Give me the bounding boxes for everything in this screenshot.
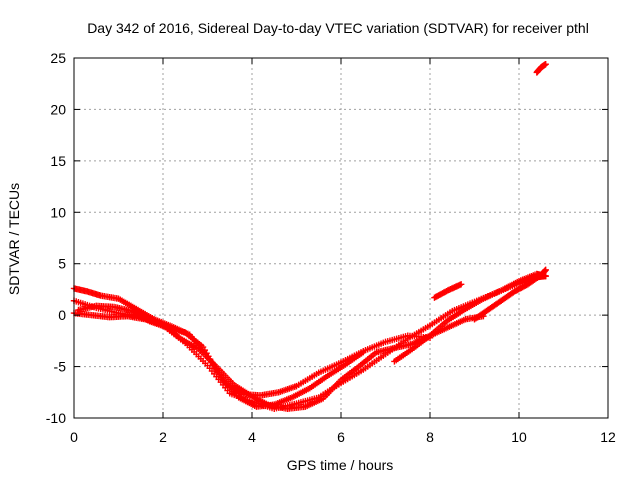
y-tick-label: -5: [54, 359, 67, 375]
data-point-marker: [542, 60, 549, 68]
x-tick-label: 10: [511, 429, 527, 445]
x-axis-label: GPS time / hours: [287, 457, 394, 473]
series-arc-d: [75, 302, 367, 410]
x-tick-label: 6: [337, 429, 345, 445]
series-arc-b: [70, 309, 487, 412]
x-tick-label: 8: [426, 429, 434, 445]
y-tick-label: 15: [50, 153, 66, 169]
series-arc-a: [70, 285, 434, 399]
chart-title: Day 342 of 2016, Sidereal Day-to-day VTE…: [87, 20, 589, 36]
x-tick-label: 4: [248, 429, 256, 445]
y-tick-label: 25: [50, 50, 66, 66]
y-tick-label: 20: [50, 101, 66, 117]
x-tick-label: 0: [70, 429, 78, 445]
y-tick-label: -10: [46, 410, 66, 426]
x-tick-label: 12: [600, 429, 616, 445]
y-tick-label: 10: [50, 204, 66, 220]
y-tick-label: 0: [58, 307, 66, 323]
y-axis-label: SDTVAR / TECUs: [6, 183, 22, 295]
x-tick-label: 2: [159, 429, 167, 445]
series-arc-h: [533, 60, 549, 76]
series-arc-f: [431, 281, 465, 301]
axis-ticks: 0 2 4 6 8 10 12 -10 -5 0 5 10 15 20 25: [46, 50, 616, 445]
series-arc-g: [471, 266, 549, 323]
data-point-marker: [542, 266, 549, 274]
data-point-marker: [360, 348, 367, 356]
data-point-marker: [457, 281, 465, 288]
y-tick-label: 5: [58, 256, 66, 272]
data-marks: [70, 60, 549, 412]
